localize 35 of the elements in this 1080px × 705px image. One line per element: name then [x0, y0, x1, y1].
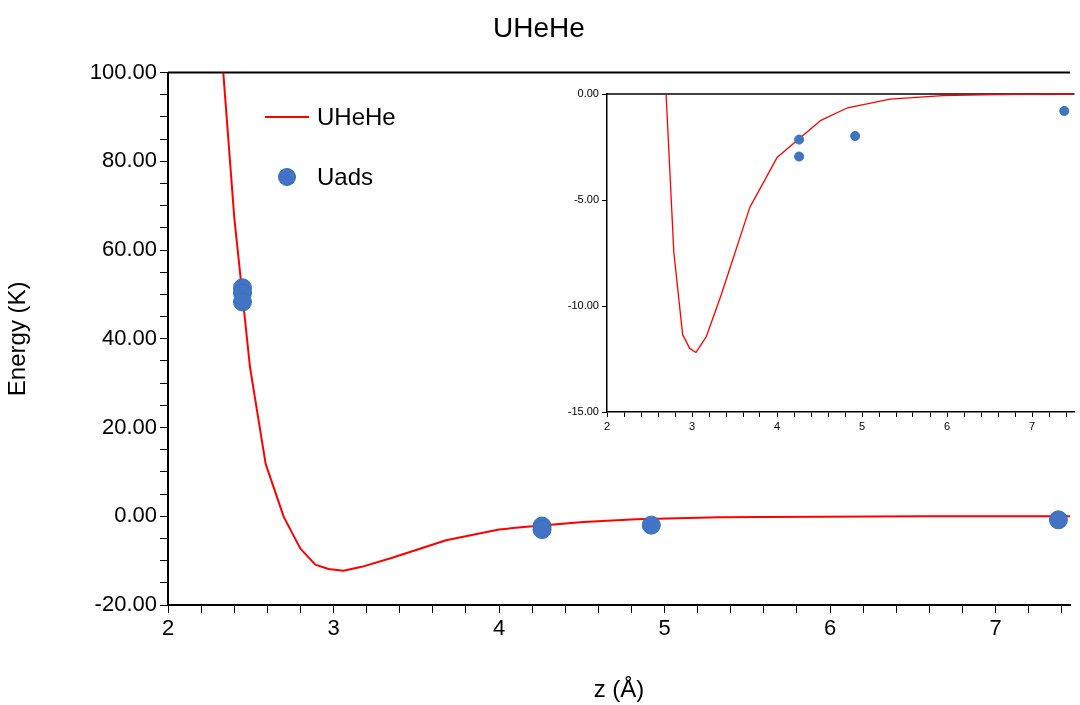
y-tick-label: -5.00: [573, 193, 599, 206]
x-tick-label: 7: [989, 615, 1002, 641]
y-tick-label: 100.00: [89, 58, 157, 84]
legend-label: UHeHe: [317, 103, 396, 131]
point: [794, 134, 805, 145]
x-tick-label: 2: [603, 419, 611, 432]
point: [1059, 105, 1070, 116]
chart-title: UHeHe: [493, 11, 585, 43]
x-tick-label: 3: [327, 615, 340, 641]
x-tick-label: 4: [492, 615, 506, 641]
x-tick-label: 3: [688, 419, 696, 432]
y-tick-label: -20.00: [94, 591, 157, 617]
x-tick-label: 5: [658, 615, 671, 641]
x-tick-label: 7: [1028, 419, 1036, 432]
y-tick-label: -15.00: [567, 405, 599, 418]
point: [232, 292, 252, 312]
x-tick-label: 4: [773, 419, 781, 432]
y-tick-label: 20.00: [101, 413, 157, 439]
point: [1048, 510, 1068, 530]
y-tick-label: 80.00: [101, 147, 157, 173]
x-tick-label: 6: [823, 615, 837, 641]
y-tick-label: 40.00: [101, 324, 157, 350]
x-tick-label: 6: [943, 419, 951, 432]
point: [641, 515, 661, 535]
y-axis-title: Energy (K): [3, 281, 31, 397]
y-tick-label: 60.00: [101, 236, 157, 262]
x-tick-label: 2: [161, 615, 175, 641]
legend-label: Uads: [317, 163, 374, 191]
y-tick-label: 0.00: [577, 87, 599, 100]
point: [794, 151, 805, 162]
y-tick-label: 0.00: [114, 502, 157, 528]
x-axis-title: z (Å): [593, 675, 645, 703]
x-tick-label: 5: [858, 419, 866, 432]
y-tick-label: -10.00: [567, 299, 599, 312]
point: [850, 130, 861, 141]
